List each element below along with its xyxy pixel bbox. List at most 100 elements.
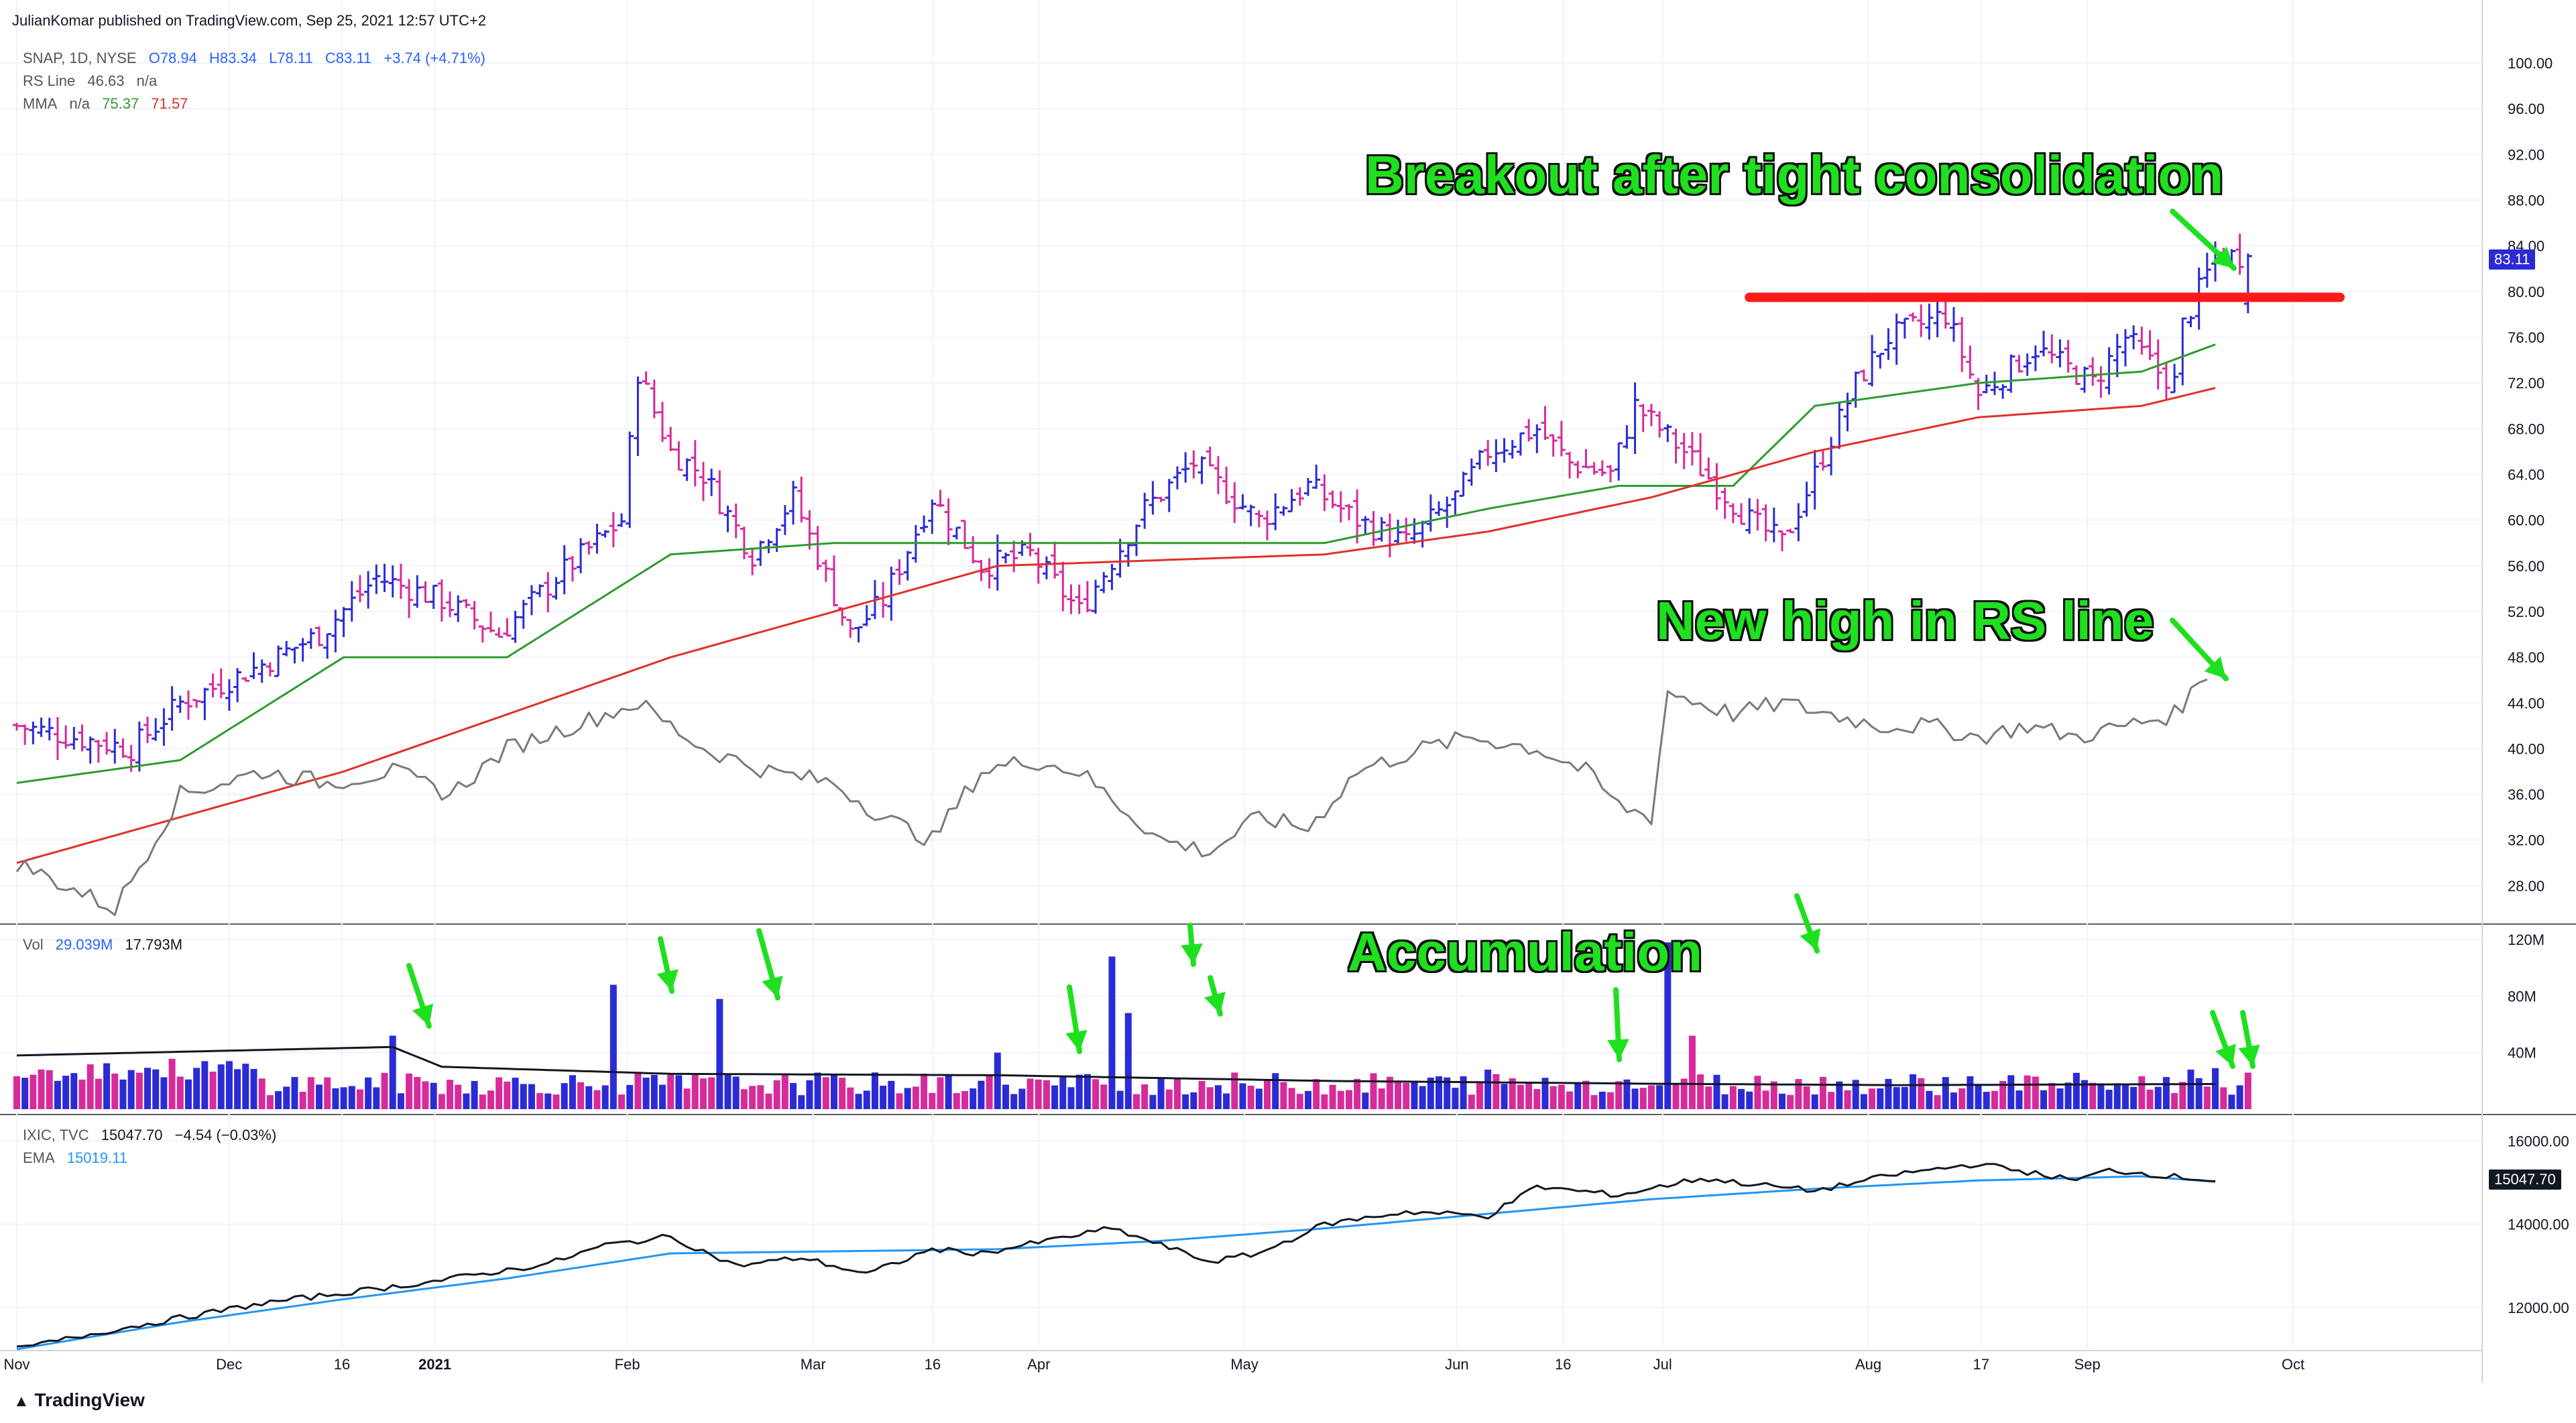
volume-bar (1533, 1088, 1541, 1109)
volume-bar (1672, 1084, 1680, 1109)
volume-bar (2203, 1086, 2211, 1109)
ohlc-bar (585, 540, 593, 555)
ohlc-bar (952, 526, 961, 540)
ohlc-bar (658, 402, 666, 443)
volume-bar (1803, 1086, 1810, 1109)
volume-bar (2146, 1089, 2154, 1109)
volume-bar (724, 1074, 731, 1109)
price-tick-label: 88.00 (2508, 192, 2544, 209)
ohlc-bar (1369, 511, 1378, 547)
ohlc-bar (764, 539, 773, 553)
volume-bar (2195, 1078, 2203, 1109)
ohlc-bar (731, 503, 740, 538)
ohlc-bar (1982, 374, 1991, 394)
ema-label[interactable]: EMA (23, 1149, 55, 1166)
ohlc-bar (1377, 517, 1386, 542)
ohlc-bar (1475, 449, 1484, 469)
volume-bar (356, 1089, 363, 1109)
ohlc-bar (715, 470, 724, 514)
volume-bar (667, 1074, 675, 1109)
ohlc-bar (748, 547, 757, 575)
volume-bar (217, 1064, 225, 1109)
volume-bar (536, 1092, 544, 1109)
ohlc-bar (2178, 317, 2187, 386)
mma-label[interactable]: MMA (23, 95, 58, 112)
volume-bar (299, 1092, 306, 1109)
ohlc-bar (928, 499, 937, 534)
volume-bar (1354, 1078, 1361, 1109)
ohlc-bar (1010, 540, 1018, 573)
ohlc-bar (1802, 481, 1811, 517)
ohlc-bar (985, 558, 994, 589)
ohlc-bar (1181, 452, 1190, 483)
volume-bar (487, 1090, 495, 1109)
volume-bar (1574, 1084, 1582, 1109)
ohlc-bar (2007, 354, 2015, 393)
ohlc-bar (192, 699, 201, 708)
volume-bar (1787, 1094, 1794, 1109)
ohlc-bar (1598, 460, 1606, 477)
volume-bar (1762, 1090, 1769, 1109)
volume-bar (1778, 1093, 1785, 1109)
volume-bar (1598, 1091, 1606, 1109)
volume-bar (1304, 1090, 1311, 1109)
volume-bar (2081, 1080, 2089, 1109)
arrow-head (1181, 943, 1203, 964)
ohlc-bar (1059, 561, 1067, 612)
ohlc-bar (1769, 507, 1778, 543)
ohlc-bar (2154, 339, 2162, 390)
ohlc-bar (405, 579, 414, 618)
arrow-head (2204, 657, 2226, 679)
ohlc-bar (217, 668, 225, 699)
price-tick-label: 36.00 (2508, 787, 2544, 803)
ohlc-bar (1001, 553, 1010, 564)
volume-bar (1869, 1088, 1876, 1109)
volume-bar (1934, 1095, 1941, 1109)
ohlc-bar (1566, 451, 1574, 479)
volume-bar (1860, 1094, 1867, 1109)
price-tick-label: 80.00 (2508, 284, 2544, 300)
tradingview-footer[interactable]: ▲ TradingView (13, 1389, 145, 1411)
ohlc-bar (1639, 404, 1647, 433)
ohlc-bar (2031, 345, 2040, 372)
annotation-arrow (2170, 618, 2229, 681)
volume-bar (1885, 1078, 1892, 1109)
volume-bar (1468, 1094, 1475, 1109)
rs-label[interactable]: RS Line (23, 72, 76, 89)
footer-brand: TradingView (34, 1389, 145, 1410)
volume-bar (78, 1079, 86, 1109)
ohlc-bar (1900, 317, 1909, 339)
ohlc-bar (1165, 479, 1173, 512)
volume-bar (144, 1068, 152, 1109)
ohlc-bar (1034, 547, 1043, 584)
volume-bar (773, 1080, 780, 1109)
snap-symbol[interactable]: SNAP, 1D, NYSE (23, 50, 137, 66)
volume-bar (250, 1069, 257, 1109)
ohlc-bar (772, 528, 781, 553)
volume-bar (242, 1064, 249, 1109)
time-tick-label: Feb (615, 1356, 640, 1373)
ohlc-bar (1696, 433, 1705, 477)
price-tick-label: 64.00 (2508, 466, 2544, 483)
ixic-tick-label: 12000.00 (2508, 1300, 2569, 1316)
volume-bar (1918, 1078, 1925, 1109)
volume-bar (1476, 1082, 1483, 1109)
volume-bar (168, 1058, 176, 1109)
volume-bar (176, 1076, 184, 1109)
ohlc-bar (519, 600, 528, 629)
ohlc-bar (2186, 316, 2195, 327)
ixic-symbol[interactable]: IXIC, TVC (23, 1127, 89, 1143)
vol-label[interactable]: Vol (23, 936, 44, 953)
price-tick-label: 68.00 (2508, 420, 2544, 437)
volume-bar (552, 1094, 560, 1109)
ohlc-bar (2105, 347, 2113, 395)
volume-bar (1460, 1076, 1467, 1109)
ohlc-bar (1892, 313, 1901, 365)
ohlc-bar (372, 564, 381, 594)
volume-bar (790, 1083, 797, 1109)
volume-bar (528, 1084, 535, 1109)
volume-bar (1770, 1081, 1777, 1109)
time-tick-label: 2021 (418, 1356, 451, 1373)
volume-bar (1173, 1078, 1181, 1109)
volume-tick-label: 80M (2508, 988, 2536, 1005)
